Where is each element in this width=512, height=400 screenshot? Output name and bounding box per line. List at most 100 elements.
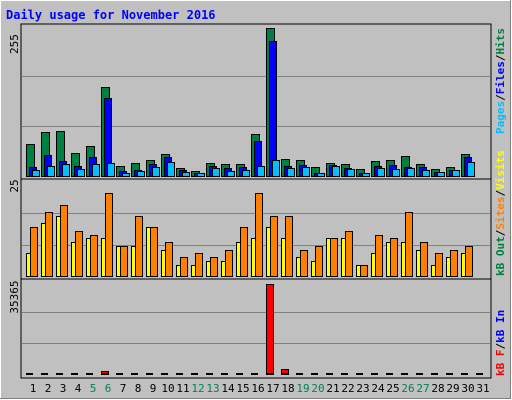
sites-bar-sites: [210, 257, 218, 277]
kbytes-baseline-dash: [41, 373, 48, 375]
hits-bar-pages: [317, 173, 325, 177]
hits-bar-files: [269, 41, 277, 177]
hits-bar-pages: [362, 173, 370, 177]
kbytes-baseline-dash: [56, 373, 63, 375]
kbytes-baseline-dash: [461, 373, 468, 375]
kbytes-baseline-dash: [341, 373, 348, 375]
x-tick-label: 31: [476, 382, 489, 395]
x-tick-label: 4: [75, 382, 82, 395]
sites-bar-sites: [45, 212, 53, 277]
sites-bar-sites: [300, 250, 308, 277]
sites-bar-sites: [465, 246, 473, 277]
x-tick-label: 19: [296, 382, 309, 395]
kbytes-baseline-dash: [101, 373, 108, 375]
x-tick-label: 23: [356, 382, 369, 395]
kbytes-baseline-dash: [26, 373, 33, 375]
kbytes-baseline-dash: [281, 373, 288, 375]
x-tick-label: 20: [311, 382, 324, 395]
x-tick-label: 10: [161, 382, 174, 395]
sites-bar-sites: [330, 238, 338, 277]
hits-y-max-label: 255: [8, 34, 21, 54]
hits-panel-legend: Pages/Files/Hits: [494, 28, 507, 134]
sites-bar-sites: [270, 216, 278, 277]
legend-separator: /: [494, 229, 507, 236]
hits-bar-pages: [182, 172, 190, 177]
x-tick-label: 11: [176, 382, 189, 395]
hits-bar-pages: [152, 167, 160, 177]
hits-bar-pages: [452, 170, 460, 177]
kbytes-baseline-dash: [266, 373, 273, 375]
kbytes-baseline-dash: [86, 373, 93, 375]
kbytes-panel-legend: kB F/kB In: [494, 310, 507, 376]
legend-separator: /: [494, 94, 507, 101]
sites-bar-sites: [435, 253, 443, 277]
hits-bar-pages: [332, 166, 340, 177]
x-tick-label: 18: [281, 382, 294, 395]
hits-bar-pages: [32, 170, 40, 177]
legend-sites: Sites: [494, 197, 507, 230]
kbytes-bar-kb-f: [266, 284, 274, 375]
hits-bar-pages: [347, 169, 355, 177]
x-tick-label: 14: [221, 382, 235, 395]
kbytes-baseline-dash: [146, 373, 153, 375]
x-tick-label: 26: [401, 382, 414, 395]
kbytes-baseline-dash: [401, 373, 408, 375]
sites-bar-sites: [450, 250, 458, 277]
kbytes-y-max-label: 35365: [8, 280, 21, 313]
hits-bar-pages: [467, 162, 475, 177]
x-tick-label: 12: [191, 382, 204, 395]
sites-bar-sites: [60, 205, 68, 277]
hits-bar-pages: [422, 170, 430, 177]
sites-bar-sites: [150, 227, 158, 277]
sites-panel-legend: kB Out/Sites/Visits: [494, 150, 507, 276]
hits-bar-pages: [392, 169, 400, 177]
kbytes-baseline-dash: [176, 373, 183, 375]
legend-kb-out: kB Out: [494, 236, 507, 276]
sites-bar-sites: [105, 193, 113, 277]
x-tick-label: 8: [135, 382, 142, 395]
hits-bar-pages: [437, 172, 445, 177]
x-tick-label: 17: [266, 382, 279, 395]
hits-bar-pages: [167, 162, 175, 177]
hits-bar-pages: [92, 164, 100, 177]
x-tick-label: 28: [431, 382, 444, 395]
x-tick-label: 5: [90, 382, 97, 395]
x-tick-label: 21: [326, 382, 339, 395]
x-tick-label: 30: [461, 382, 474, 395]
x-tick-label: 16: [251, 382, 264, 395]
sites-bar-sites: [30, 227, 38, 277]
hits-bar-pages: [377, 168, 385, 177]
legend-files: Files: [494, 61, 507, 94]
kbytes-baseline-dash: [161, 373, 168, 375]
kbytes-baseline-dash: [221, 373, 228, 375]
hits-bar-pages: [287, 168, 295, 177]
hits-bar-pages: [212, 168, 220, 177]
bars-layer: [26, 28, 483, 375]
hits-bar-pages: [227, 171, 235, 177]
hits-bar-pages: [272, 160, 280, 177]
sites-bar-sites: [420, 242, 428, 277]
sites-bar-sites: [375, 235, 383, 277]
kbytes-baseline-dash: [251, 373, 258, 375]
sites-bar-sites: [285, 216, 293, 277]
x-tick-label: 9: [150, 382, 157, 395]
kbytes-baseline-dash: [431, 373, 438, 375]
legend-kb-f: kB F: [494, 350, 507, 377]
sites-bar-sites: [225, 250, 233, 277]
sites-bar-sites: [195, 253, 203, 277]
sites-bar-sites: [135, 216, 143, 277]
sites-bar-sites: [405, 212, 413, 277]
hits-bar-pages: [62, 164, 70, 177]
hits-bar-pages: [242, 170, 250, 177]
hits-bar-pages: [302, 167, 310, 177]
x-tick-label: 6: [105, 382, 112, 395]
hits-bar-pages: [137, 171, 145, 177]
x-tick-label: 29: [446, 382, 459, 395]
chart-title: Daily usage for November 2016: [6, 8, 216, 22]
hits-bar-pages: [407, 168, 415, 177]
x-tick-label: 3: [60, 382, 67, 395]
sites-bar-sites: [180, 257, 188, 277]
legend-kb-in: kB In: [494, 310, 507, 343]
kbytes-baseline-dash: [116, 373, 123, 375]
sites-bar-sites: [90, 235, 98, 277]
